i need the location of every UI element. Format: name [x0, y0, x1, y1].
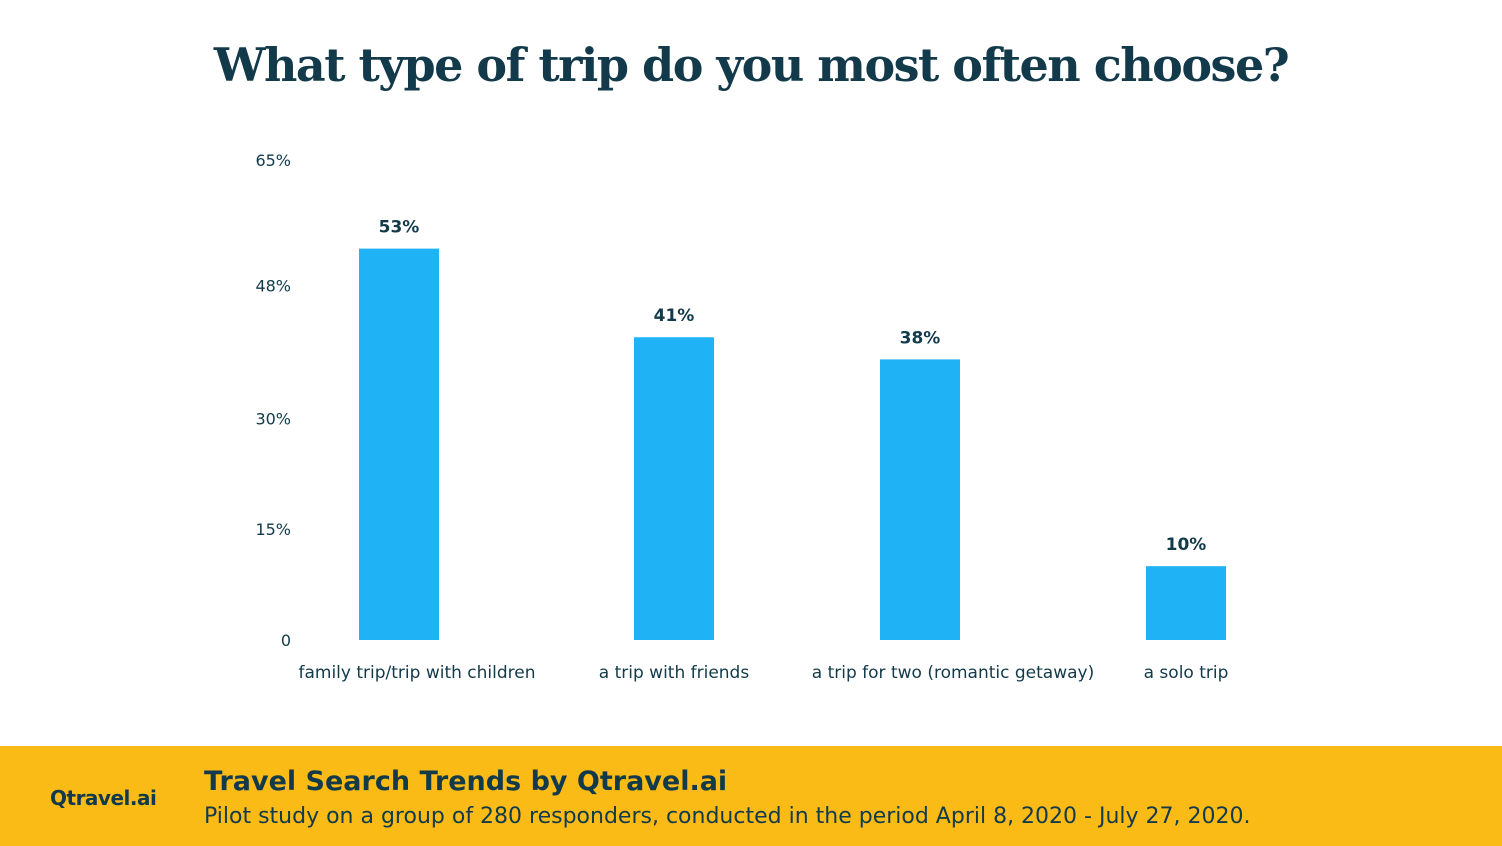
y-tick-label: 48%	[255, 277, 291, 296]
y-tick-label: 30%	[255, 409, 291, 428]
bar	[634, 337, 714, 640]
bar	[880, 359, 960, 640]
y-tick-label: 0	[281, 631, 291, 650]
bar-value-label: 53%	[379, 218, 420, 238]
x-tick-label: a solo trip	[1144, 663, 1229, 683]
x-tick-label: a trip for two (romantic getaway)	[812, 663, 1094, 683]
footer-title: Travel Search Trends by Qtravel.ai	[204, 766, 728, 797]
footer-banner: Qtravel.ai Travel Search Trends by Qtrav…	[0, 746, 1502, 846]
bar	[359, 248, 439, 640]
bar	[1146, 566, 1226, 640]
bar-value-label: 41%	[654, 306, 695, 326]
x-tick-label: a trip with friends	[599, 663, 750, 683]
bar-chart: 0 15% 30% 48% 65% 53% family trip/trip with ch…	[255, 151, 1229, 683]
y-tick-label: 65%	[255, 151, 291, 170]
bar-value-label: 38%	[900, 328, 941, 348]
qtravel-logo[interactable]: Qtravel.ai	[50, 786, 157, 810]
footer-subtitle: Pilot study on a group of 280 responders…	[204, 804, 1251, 829]
x-tick-label: family trip/trip with children	[298, 663, 535, 683]
chart-title: What type of trip do you most often choo…	[213, 38, 1290, 92]
y-tick-label: 15%	[255, 520, 291, 539]
bar-value-label: 10%	[1166, 535, 1207, 555]
